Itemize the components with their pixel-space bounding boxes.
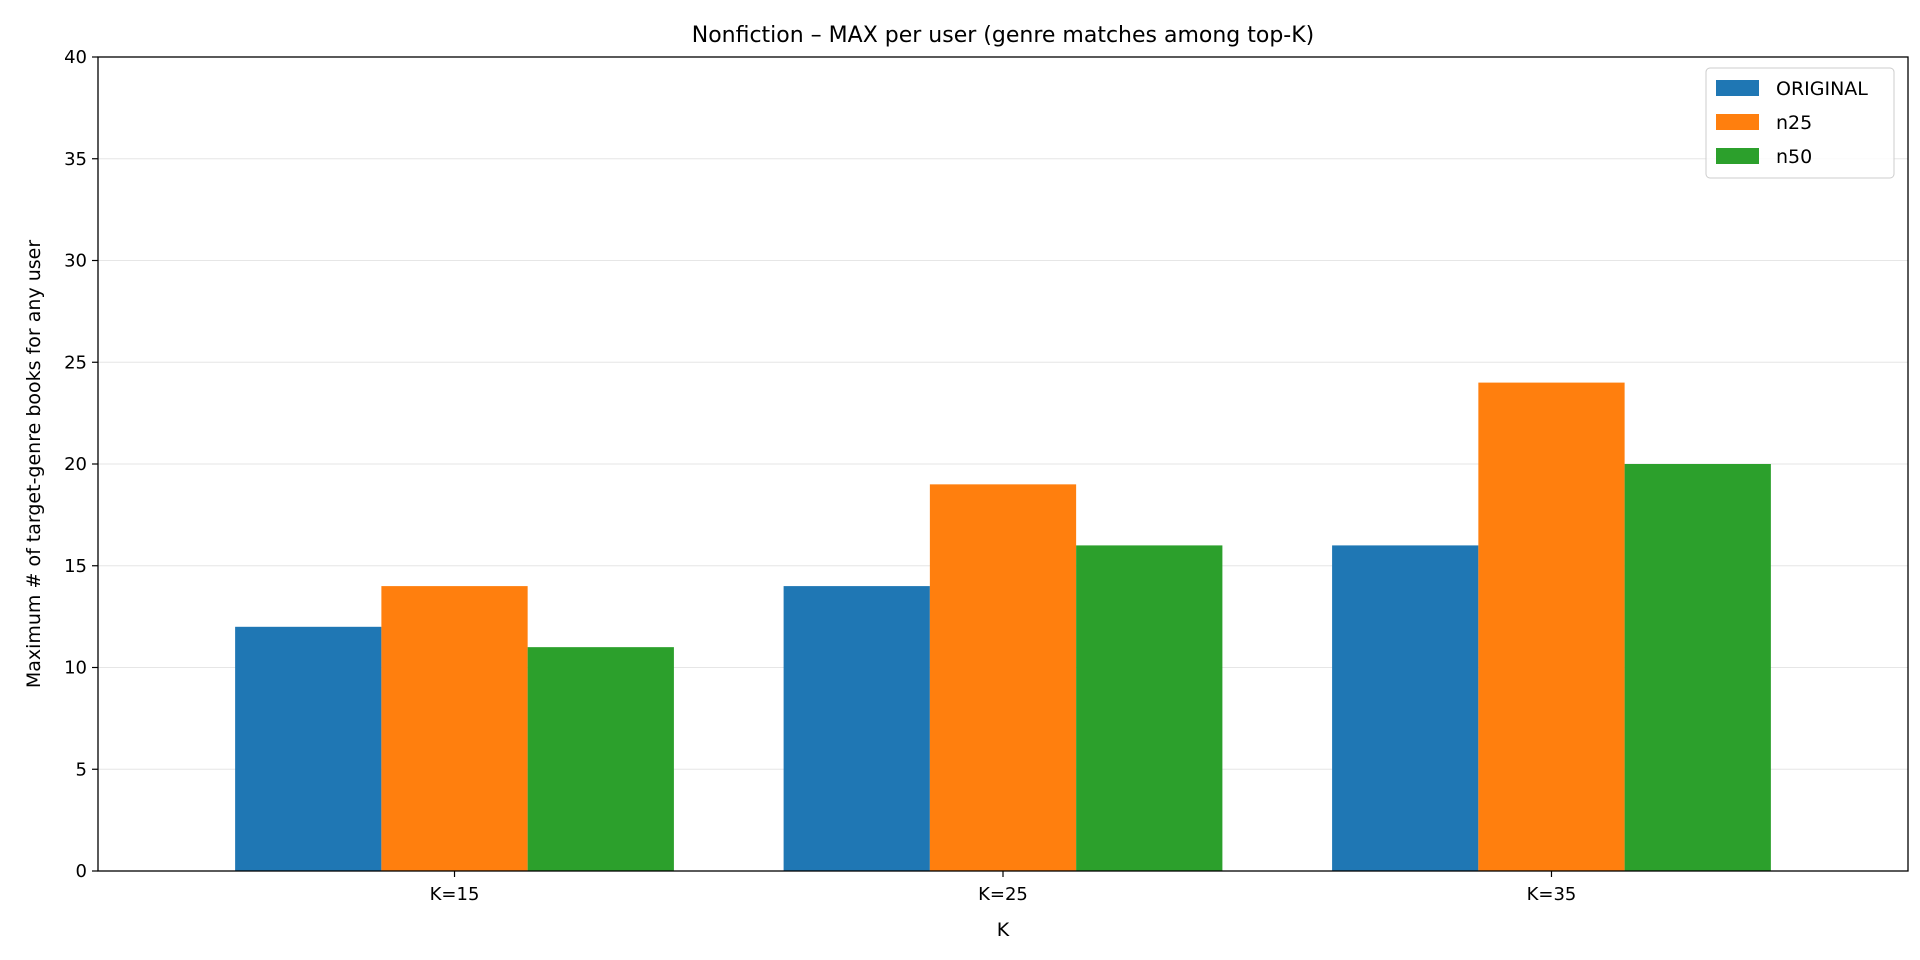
- y-tick-label: 0: [76, 861, 87, 882]
- bars: [235, 382, 1771, 871]
- legend-label-n25: n25: [1776, 112, 1812, 134]
- y-tick-label: 35: [64, 149, 87, 170]
- y-axis-label: Maximum # of target-genre books for any …: [23, 240, 45, 689]
- y-tick-label: 10: [64, 658, 87, 679]
- legend-swatch-original: [1716, 80, 1759, 96]
- y-tick-label: 15: [64, 556, 87, 577]
- bar-n25-k25: [929, 484, 1077, 871]
- bar-original-k35: [1332, 545, 1479, 871]
- legend: ORIGINAL n25 n50: [1705, 67, 1895, 179]
- x-axis-label: K: [997, 919, 1010, 941]
- chart-title: Nonfiction – MAX per user (genre matches…: [692, 23, 1315, 48]
- x-tick-label: K=25: [978, 884, 1028, 905]
- y-tick-label: 20: [64, 454, 87, 475]
- legend-label-original: ORIGINAL: [1776, 78, 1868, 100]
- bar-n25-k15: [381, 586, 528, 871]
- x-tick-label: K=35: [1527, 884, 1577, 905]
- y-tick-label: 25: [64, 352, 87, 373]
- legend-swatch-n50: [1716, 148, 1759, 164]
- bar-n25-k35: [1478, 382, 1625, 871]
- x-tick-label: K=15: [430, 884, 480, 905]
- bar-n50-k15: [527, 647, 674, 871]
- legend-label-n50: n50: [1776, 146, 1812, 168]
- bar-original-k15: [235, 626, 382, 871]
- x-axis: K=15 K=25 K=35: [430, 871, 1577, 905]
- y-tick-label: 40: [64, 47, 87, 68]
- legend-swatch-n25: [1716, 114, 1759, 130]
- y-axis: 0 5 10 15 20 25 30 35 40: [64, 47, 98, 882]
- y-tick-label: 30: [64, 251, 87, 272]
- y-tick-label: 5: [76, 759, 87, 780]
- bar-original-k25: [783, 586, 930, 871]
- bar-n50-k35: [1624, 464, 1771, 871]
- bar-n50-k25: [1076, 545, 1223, 871]
